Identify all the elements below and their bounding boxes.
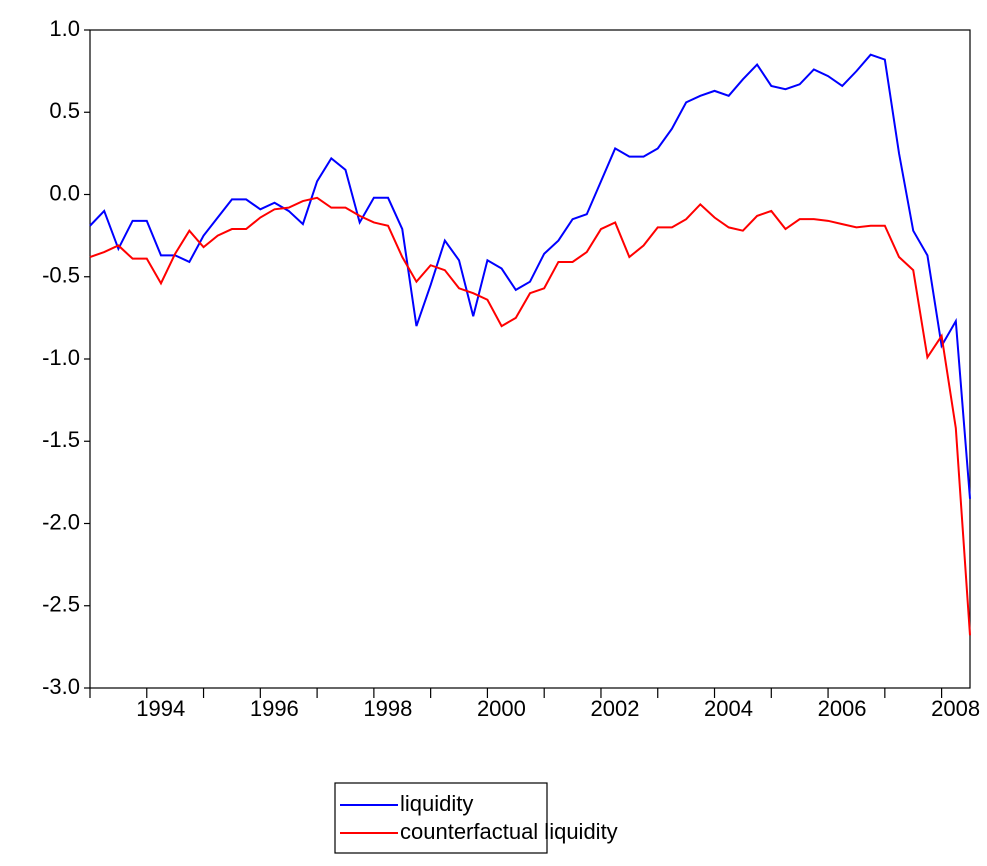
x-tick-label: 1998 (363, 696, 412, 721)
x-tick-label: 2008 (931, 696, 980, 721)
y-tick-label: -0.5 (42, 263, 80, 288)
x-tick-label: 2006 (818, 696, 867, 721)
y-tick-label: -2.0 (42, 509, 80, 534)
y-tick-label: 1.0 (49, 16, 80, 41)
y-tick-label: -2.5 (42, 592, 80, 617)
legend-label: liquidity (400, 791, 473, 816)
legend-label: counterfactual liquidity (400, 819, 618, 844)
y-tick-label: -3.0 (42, 674, 80, 699)
y-tick-label: 0.5 (49, 98, 80, 123)
y-tick-label: 0.0 (49, 180, 80, 205)
plot-frame (89, 29, 971, 689)
x-tick-label: 1994 (136, 696, 185, 721)
x-tick-label: 2004 (704, 696, 753, 721)
x-tick-label: 2000 (477, 696, 526, 721)
y-tick-label: -1.0 (42, 345, 80, 370)
y-tick-label: -1.5 (42, 427, 80, 452)
x-tick-label: 1996 (250, 696, 299, 721)
x-tick-label: 2002 (590, 696, 639, 721)
legend-box (334, 782, 548, 854)
series-line (89, 196, 971, 636)
series-line (89, 53, 971, 499)
